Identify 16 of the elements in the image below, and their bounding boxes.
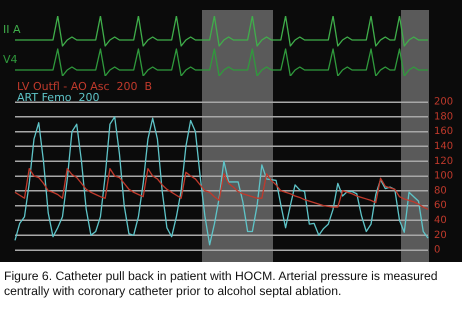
y-tick-label: 20 xyxy=(434,230,447,241)
series-label: V4 xyxy=(3,52,18,66)
y-tick-label: 200 xyxy=(434,96,454,108)
y-tick-label: 60 xyxy=(434,200,447,212)
y-tick-label: 160 xyxy=(434,126,454,138)
caption: Figure 6. Catheter pull back in patient with HOCM. Arterial pressure is measured centrally with coronary catheter prior to alcohol septal ablation. xyxy=(3,268,439,299)
y-tick-label: 80 xyxy=(434,185,447,196)
y-tick-label: 40 xyxy=(434,214,447,226)
y-tick-label: 140 xyxy=(434,140,454,152)
y-tick-label: 0 xyxy=(434,244,440,256)
y-tick-label: 120 xyxy=(434,156,454,167)
y-tick-label: 100 xyxy=(434,170,454,182)
series-label: ART Femo 200 xyxy=(17,90,100,104)
text: LV Outfl - AO Asc 200 B xyxy=(17,80,152,93)
series-label: II A xyxy=(3,22,21,36)
y-tick-label: 180 xyxy=(434,111,454,122)
